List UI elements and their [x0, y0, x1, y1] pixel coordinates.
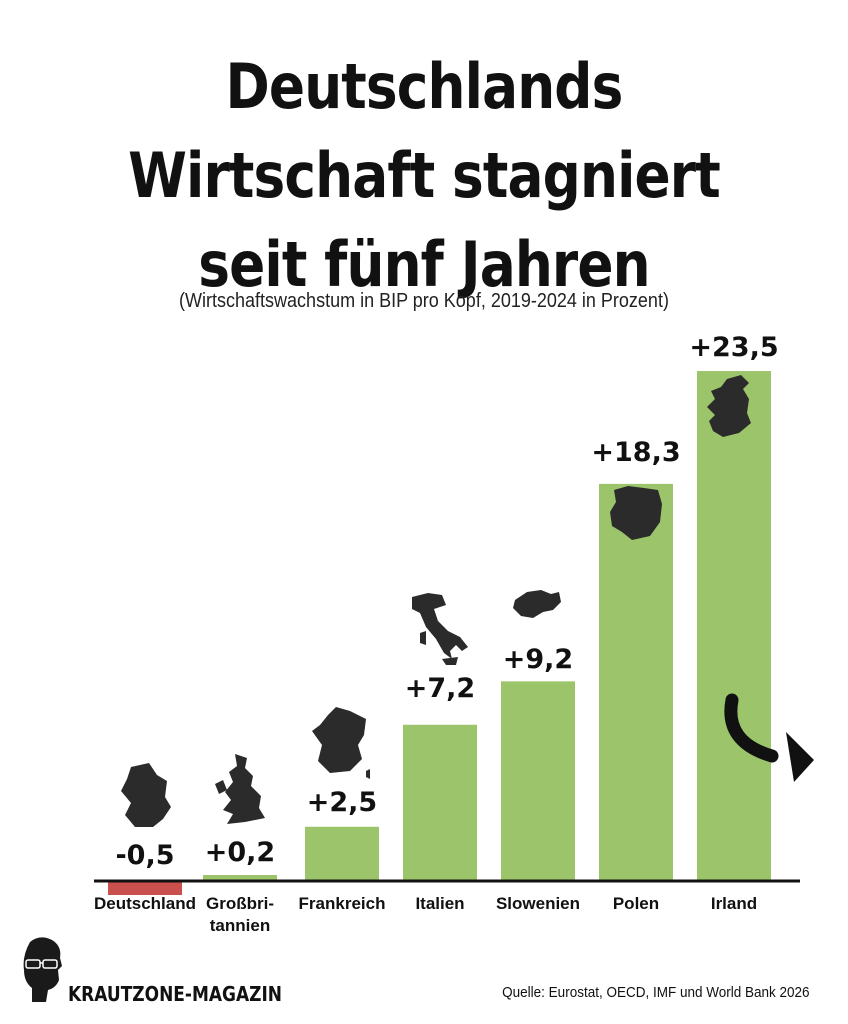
title-line: seit fünf Jahren — [198, 228, 650, 301]
category-label: Polen — [613, 894, 659, 913]
category-label: Frankreich — [299, 894, 386, 913]
brand-face-icon — [23, 937, 63, 1002]
poland-map-icon — [610, 486, 662, 540]
bar-1 — [203, 875, 277, 881]
uk-map-icon — [215, 754, 265, 824]
category-label: tannien — [210, 916, 270, 935]
brand-logo — [18, 936, 288, 1008]
arrow-head-icon — [786, 732, 814, 782]
slovenia-map-icon — [513, 590, 561, 618]
bar-2 — [305, 826, 379, 881]
category-label: Deutschland — [94, 894, 196, 913]
value-label: +0,2 — [205, 837, 275, 868]
bar-3 — [403, 724, 477, 881]
title-line: Wirtschaft stagniert — [128, 139, 721, 212]
france-map-icon — [312, 707, 370, 779]
category-label: Slowenien — [496, 894, 580, 913]
bar-0 — [108, 881, 182, 895]
value-label: +18,3 — [591, 437, 680, 468]
category-label: Irland — [711, 894, 757, 913]
bar-6 — [697, 371, 771, 881]
value-label: +9,2 — [503, 644, 573, 675]
brand-name: KRAUTZONE-MAGAZIN — [68, 982, 283, 1006]
bar-chart: -0,5 Deutschland +0,2 Großbri-tannien +2,5 Fr… — [94, 332, 814, 935]
bar-4 — [501, 681, 575, 881]
italy-map-icon — [412, 593, 468, 665]
arrow-curved-right-icon — [724, 693, 779, 763]
page-title: Deutschlands Wirtschaft stagniert seit f… — [59, 42, 788, 309]
value-label: +7,2 — [405, 673, 475, 704]
germany-map-icon — [121, 763, 171, 827]
source-note: Quelle: Eurostat, OECD, IMF und World Ba… — [502, 984, 810, 1001]
value-label: -0,5 — [115, 840, 174, 871]
value-label: +2,5 — [307, 787, 377, 818]
chart-subtitle: (Wirtschaftswachstum in BIP pro Kopf, 20… — [179, 290, 669, 312]
category-label: Italien — [415, 894, 464, 913]
title-line: Deutschlands — [225, 50, 624, 123]
category-label: Großbri- — [206, 894, 274, 913]
value-label: +23,5 — [689, 332, 778, 363]
bar-5 — [599, 483, 673, 881]
ireland-map-icon — [707, 375, 751, 437]
